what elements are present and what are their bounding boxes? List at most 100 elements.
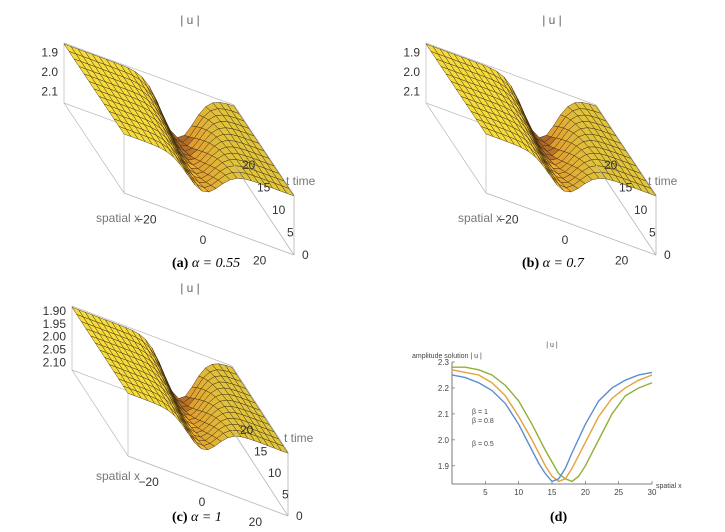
surface-panel-c: 2.10 2.05 2.00 1.95 1.90 | u | −20 0 20 0 5 10 15 20 s… <box>0 274 362 532</box>
y-axis-title: amplitude solution | u | <box>412 353 482 360</box>
z-tick-label: 2.05 <box>43 343 67 357</box>
y-tick-label: 0 <box>664 248 671 262</box>
x-tick-label: 20 <box>581 488 590 497</box>
y-tick-label: 2.1 <box>438 410 450 419</box>
y-tick-label: 10 <box>268 466 282 480</box>
z-tick-label: 1.9 <box>41 46 58 60</box>
box-edge <box>595 104 657 196</box>
y-tick-label: 15 <box>257 181 271 195</box>
y-tick-label: 15 <box>254 445 268 459</box>
x-tick-label: 5 <box>483 488 488 497</box>
y-axis-label: t time <box>648 174 678 188</box>
y-tick-label: 2.2 <box>438 384 450 393</box>
box-edge <box>63 102 125 194</box>
caption-d-letter: (d) <box>550 510 568 525</box>
series-label-1: β = 0.8 <box>472 418 494 425</box>
z-tick-label: 2.00 <box>43 330 67 344</box>
line-panel-d: | u | amplitude solution | u | 5 10 15 20 25 30… <box>362 274 725 532</box>
caption-b: (b) α = 0.7 <box>522 256 584 272</box>
z-tick-label: 1.95 <box>43 317 67 331</box>
surface-group <box>425 42 657 256</box>
box-front-edge <box>485 192 657 256</box>
x-tick-label: −20 <box>136 212 157 226</box>
z-tick-label: 1.90 <box>43 304 67 318</box>
caption-a: (a) α = 0.55 <box>172 256 240 272</box>
caption-a-letter: (a) <box>172 256 189 271</box>
x-tick-label: 30 <box>648 488 657 497</box>
y-tick-label: 0 <box>302 248 309 262</box>
y-tick-label: 2.0 <box>438 436 450 445</box>
z-tick-label: 2.0 <box>403 65 420 79</box>
x-axis-label: spatial x <box>458 211 502 225</box>
x-tick-label: 0 <box>200 233 207 247</box>
caption-b-letter: (b) <box>522 256 540 271</box>
surface-group <box>71 305 289 517</box>
z-tick-label: 2.1 <box>41 84 58 98</box>
line-plot-d: | u | amplitude solution | u | 5 10 15 20 25 30… <box>412 342 682 497</box>
box-edge <box>425 102 487 194</box>
box-front-edge <box>127 455 289 517</box>
x-tick-label: −20 <box>138 475 159 489</box>
x-axis-label: spatial x <box>96 469 140 483</box>
z-axis-title: | u | <box>542 13 562 27</box>
z-tick-label: 2.0 <box>41 65 58 79</box>
y-tick-label: 10 <box>272 203 286 217</box>
box-edge <box>233 104 295 196</box>
box-edge <box>71 305 233 367</box>
z-tick-label: 2.1 <box>403 84 420 98</box>
caption-a-alpha: α = 0.55 <box>191 256 241 271</box>
z-tick-label: 1.9 <box>403 46 420 60</box>
box-front-edge <box>231 429 289 517</box>
x-axis-label: spatial x <box>96 211 140 225</box>
x-tick-label: 25 <box>614 488 623 497</box>
x-tick-label: 0 <box>199 495 206 509</box>
series-line-0 <box>452 366 653 483</box>
y-tick-label: 5 <box>649 226 656 240</box>
x-tick-label: −20 <box>498 212 519 226</box>
y-tick-label: 5 <box>282 488 289 502</box>
box-front-edge <box>233 164 295 256</box>
z-axis-title: | u | <box>180 281 200 295</box>
box-front-edge <box>123 192 295 256</box>
x-tick-label: 20 <box>249 515 263 529</box>
chart-title: | u | <box>546 342 558 349</box>
caption-c-alpha: α = 1 <box>191 510 222 525</box>
z-axis-title: | u | <box>180 13 200 27</box>
y-tick-label: 2.3 <box>438 358 450 367</box>
y-tick-label: 5 <box>287 226 294 240</box>
series-line-2 <box>451 371 653 483</box>
series-line-1 <box>451 369 653 483</box>
box-edge <box>71 369 129 457</box>
x-tick-label: 20 <box>615 254 629 268</box>
caption-d: (d) <box>550 510 567 526</box>
caption-b-alpha: α = 0.7 <box>542 256 584 271</box>
y-tick-label: 0 <box>296 509 303 523</box>
z-tick-label: 2.10 <box>43 355 67 369</box>
series-label-2: β = 0.5 <box>472 441 494 448</box>
y-tick-label: 10 <box>634 203 648 217</box>
series-label-0: β = 1 <box>472 409 488 416</box>
y-tick-label: 20 <box>242 158 256 172</box>
y-axis-label: t time <box>284 431 314 445</box>
y-tick-label: 20 <box>604 158 618 172</box>
x-tick-label: 10 <box>514 488 523 497</box>
y-tick-label: 1.9 <box>438 462 450 471</box>
box-edge <box>231 365 289 453</box>
y-axis-label: t time <box>286 174 316 188</box>
x-axis-title: spatial x <box>656 483 682 490</box>
y-tick-label: 15 <box>619 181 633 195</box>
box-edge <box>63 42 235 106</box>
box-edge <box>425 42 597 106</box>
y-tick-label: 20 <box>240 423 254 437</box>
x-tick-label: 20 <box>253 254 267 268</box>
caption-c: (c) α = 1 <box>172 510 222 526</box>
x-tick-label: 15 <box>548 488 557 497</box>
surface-group <box>63 42 295 256</box>
caption-c-letter: (c) <box>172 510 188 525</box>
box-front-edge <box>595 164 657 256</box>
